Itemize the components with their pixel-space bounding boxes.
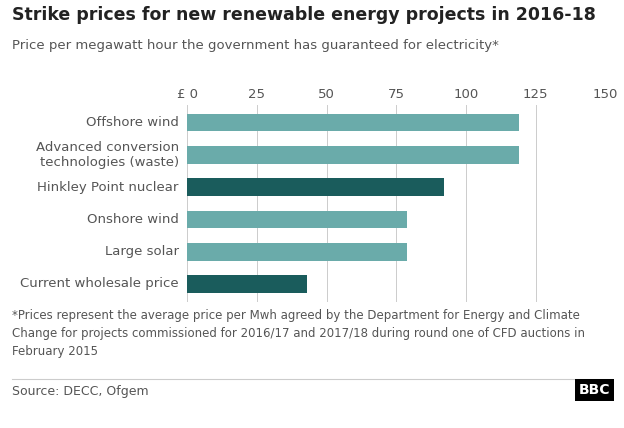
- Text: Source: DECC, Ofgem: Source: DECC, Ofgem: [12, 385, 149, 398]
- Bar: [187, 275, 307, 293]
- Bar: [187, 146, 519, 164]
- Bar: [187, 114, 519, 131]
- Text: Strike prices for new renewable energy projects in 2016-18: Strike prices for new renewable energy p…: [12, 6, 597, 24]
- Text: Price per megawatt hour the government has guaranteed for electricity*: Price per megawatt hour the government h…: [12, 39, 499, 52]
- Bar: [187, 178, 444, 196]
- Text: *Prices represent the average price per Mwh agreed by the Department for Energy : *Prices represent the average price per …: [12, 309, 585, 358]
- Bar: [187, 211, 407, 228]
- Text: BBC: BBC: [579, 383, 610, 397]
- Bar: [187, 243, 407, 261]
